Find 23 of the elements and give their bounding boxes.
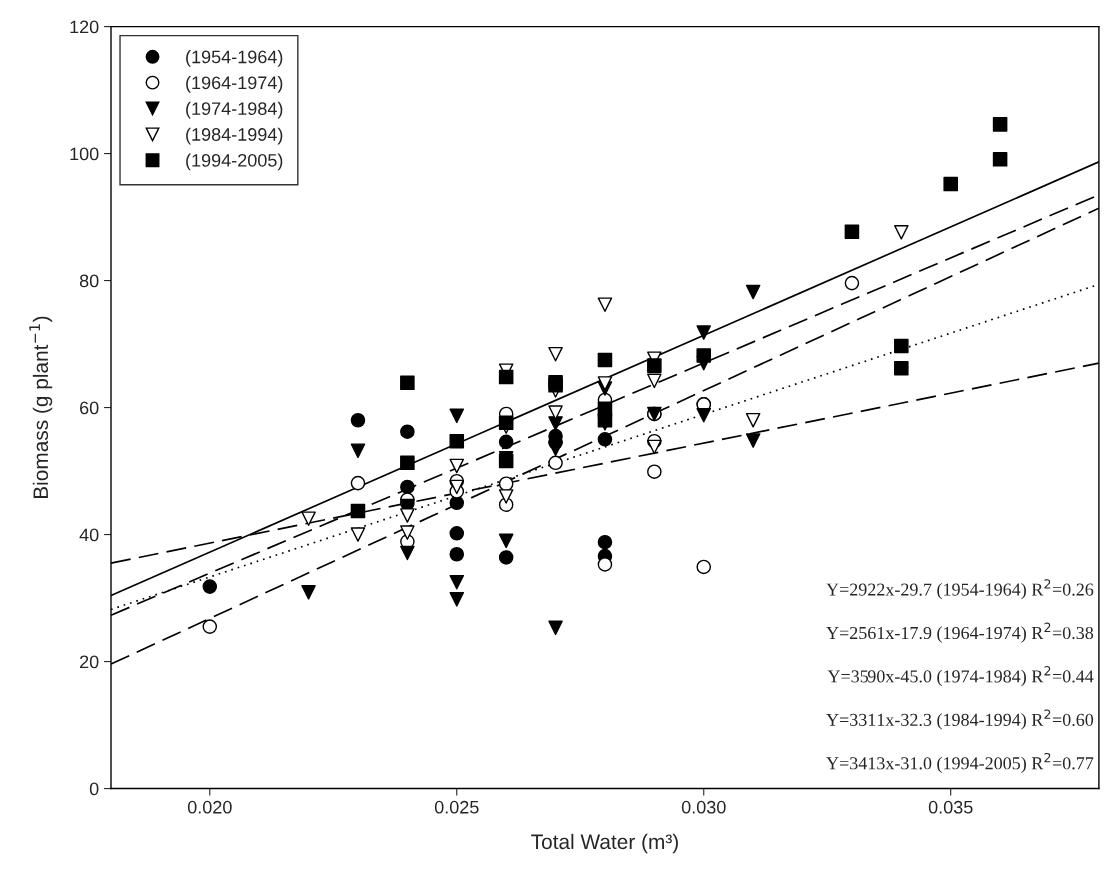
legend-label: (1984-1994): [186, 127, 283, 145]
x-axis-title: Total Water (m³): [531, 833, 678, 854]
annotation: Y=3311x-32.3 (1984-1994) R$^{2}$=0.60: [826, 709, 1094, 730]
y-tick-label: 120: [70, 20, 99, 34]
annotation: Y=3590x-45.0 (1974-1984) R$^{2}$=0.44: [827, 666, 1094, 687]
y-tick-label: 20: [80, 655, 99, 669]
y-tick-label: 0: [89, 782, 99, 796]
annotation: Y=3413x-31.0 (1994-2005) R$^{2}$=0.77: [826, 752, 1094, 774]
y-tick-label: 80: [79, 274, 99, 288]
y-tick-label: 100: [70, 147, 99, 161]
legend-label: (1954-1964): [186, 50, 283, 67]
annotation: Y=2922x-29.7 (1954-1964) R$^{2}$=0.26: [826, 579, 1094, 600]
y-axis-title: Biomass (g plant$^{−1}$): [29, 316, 53, 499]
x-tick-label: 0.020: [187, 800, 232, 814]
y-tick-label: 40: [79, 528, 99, 542]
annotation: Y=2561x-17.9 (1964-1974) R$^{2}$=0.38: [826, 622, 1094, 643]
x-tick-label: 0.025: [434, 800, 479, 814]
x-tick-label: 0.030: [681, 800, 726, 814]
legend-label: (1964-1974): [186, 75, 283, 93]
y-tick-label: 60: [80, 401, 99, 415]
legend-label: (1994-2005): [186, 153, 283, 171]
legend-label: (1974-1984): [186, 101, 283, 119]
x-tick-label: 0.035: [928, 800, 973, 814]
